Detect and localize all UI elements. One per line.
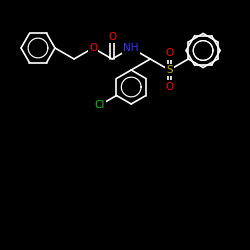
Text: S: S (166, 65, 173, 75)
Text: NH: NH (124, 43, 139, 53)
Text: O: O (108, 32, 116, 42)
Text: O: O (165, 48, 173, 58)
Text: O: O (165, 82, 173, 92)
Text: O: O (89, 43, 97, 53)
Text: Cl: Cl (94, 100, 104, 110)
